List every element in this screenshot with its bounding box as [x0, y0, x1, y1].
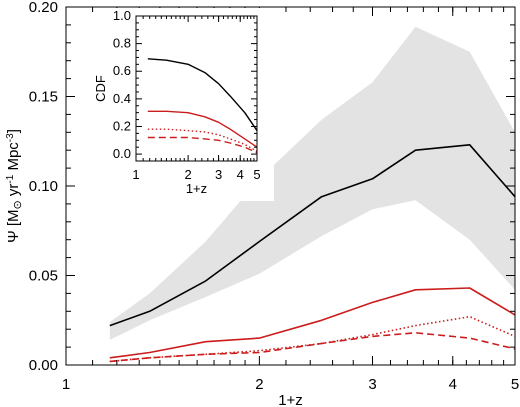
main-x-axis-title: 1+z — [278, 392, 303, 407]
main-y-tick-label-4: 0.20 — [29, 0, 58, 16]
inset-y-tick-label-5: 1.0 — [113, 8, 131, 23]
inset-x-tick-label-2: 3 — [215, 167, 222, 182]
inset-series-line-0 — [147, 58, 258, 131]
main-x-tick-label-0: 1 — [62, 376, 70, 393]
inset-x-axis-title: 1+z — [186, 181, 207, 196]
inset-plot: 1 2 3 4 5 0.0 0.2 0.4 0.6 0.8 1.0 1+z CDF — [93, 8, 274, 201]
inset-y-tick-label-4: 0.8 — [113, 36, 131, 51]
inset-series-line-1 — [147, 110, 258, 148]
main-scatter-band-layer — [109, 26, 516, 340]
main-x-tick-label-2: 3 — [368, 376, 376, 393]
inset-background — [94, 8, 274, 201]
inset-series-layer — [147, 58, 258, 154]
main-x-tick-label-4: 5 — [511, 376, 519, 393]
main-x-tick-label-1: 2 — [255, 376, 263, 393]
main-y-tick-label-2: 0.10 — [29, 178, 58, 195]
main-y-tick-label-3: 0.15 — [29, 89, 58, 106]
main-x-tick-label-3: 4 — [449, 376, 457, 393]
main-series-line-0 — [109, 144, 516, 327]
inset-series-line-2 — [147, 128, 258, 152]
inset-x-tick-label-3: 4 — [237, 167, 244, 182]
main-y-axis-title-part-6: ] — [5, 129, 22, 133]
main-y-tick-label-1: 0.05 — [29, 268, 58, 285]
inset-axes-layer: 1 2 3 4 5 0.0 0.2 0.4 0.6 0.8 1.0 1+z CDF — [93, 8, 261, 196]
main-series-layer — [109, 144, 516, 363]
main-y-axis-title-part-2: yr — [5, 184, 22, 201]
inset-plot-frame — [135, 15, 258, 162]
inset-y-tick-label-2: 0.4 — [113, 91, 131, 106]
main-y-axis-title: Ψ [M⊙ yr-1 Mpc-3] — [5, 129, 24, 243]
main-y-tick-label-0: 0.00 — [29, 357, 58, 374]
main-series-line-1 — [109, 287, 516, 359]
main-y-axis-title-part-0: Ψ [M — [5, 210, 22, 243]
inset-y-tick-label-0: 0.0 — [113, 146, 131, 161]
inset-x-tick-label-0: 1 — [132, 167, 139, 182]
inset-x-tick-label-1: 2 — [184, 167, 191, 182]
inset-series-line-3 — [147, 136, 258, 154]
inset-y-tick-label-3: 0.6 — [113, 63, 131, 78]
main-y-axis-title-part-1: ⊙ — [12, 200, 24, 209]
inset-y-tick-label-1: 0.2 — [113, 118, 131, 133]
main-y-axis-title-part-5: -3 — [5, 133, 16, 142]
inset-x-tick-label-4: 5 — [253, 167, 260, 182]
main-y-axis-title-part-3: -1 — [5, 174, 16, 183]
uncertainty-band — [109, 26, 516, 340]
main-y-axis-title-part-4: Mpc — [5, 142, 22, 175]
main-series-line-3 — [109, 331, 516, 363]
inset-y-axis-title: CDF — [93, 75, 108, 102]
